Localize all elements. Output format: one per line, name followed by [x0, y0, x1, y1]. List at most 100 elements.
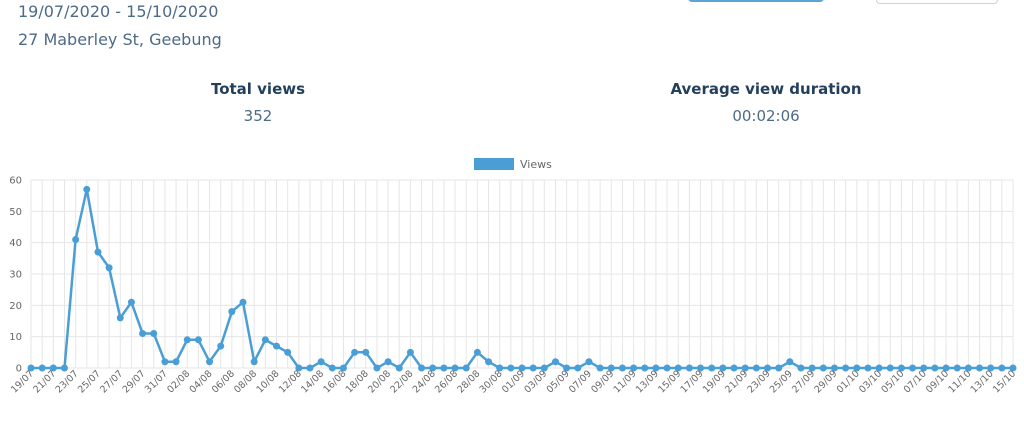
y-tick-label: 50 — [9, 207, 22, 218]
data-point — [60, 364, 68, 372]
data-point — [485, 358, 493, 366]
data-point — [1009, 364, 1017, 372]
data-point — [183, 336, 191, 344]
x-tick-label: 03/09 — [522, 368, 549, 395]
data-point — [328, 364, 336, 372]
data-point — [830, 364, 838, 372]
x-tick-label: 09/09 — [589, 368, 616, 395]
data-point — [161, 358, 169, 366]
data-point — [920, 364, 928, 372]
x-tick-label: 16/08 — [321, 368, 348, 395]
average-view-duration-stat: Average view duration 00:02:06 — [616, 80, 916, 125]
x-tick-label: 18/08 — [344, 368, 371, 395]
data-point — [451, 364, 459, 372]
data-point — [395, 364, 403, 372]
y-tick-label: 20 — [9, 301, 22, 312]
data-point — [953, 364, 961, 372]
data-point — [194, 336, 202, 344]
x-tick-label: 11/10 — [946, 368, 973, 395]
x-tick-label: 10/08 — [254, 368, 281, 395]
data-point — [618, 364, 626, 372]
data-point — [295, 364, 303, 372]
data-point — [942, 364, 950, 372]
data-point — [607, 364, 615, 372]
x-tick-label: 25/07 — [76, 368, 103, 395]
data-point — [462, 364, 470, 372]
data-point — [250, 358, 258, 366]
data-point — [685, 364, 693, 372]
views-line-chart: 010203040506019/0721/0723/0725/0727/0729… — [9, 158, 1018, 395]
total-views-value: 352 — [243, 107, 273, 125]
y-tick-label: 60 — [9, 176, 22, 187]
data-point — [139, 330, 147, 338]
secondary-action-button[interactable] — [876, 0, 998, 4]
data-point — [663, 364, 671, 372]
data-point — [964, 364, 972, 372]
x-tick-label: 13/10 — [969, 368, 996, 395]
data-point — [507, 364, 515, 372]
x-tick-label: 19/09 — [701, 368, 728, 395]
y-tick-label: 10 — [9, 332, 22, 343]
data-point — [150, 330, 158, 338]
total-views-stat: Total views 352 — [108, 80, 408, 125]
data-point — [27, 364, 35, 372]
data-point — [406, 348, 414, 356]
legend-swatch — [474, 158, 514, 170]
x-tick-label: 20/08 — [366, 368, 393, 395]
data-point — [596, 364, 604, 372]
data-point — [563, 364, 571, 372]
y-tick-label: 0 — [16, 364, 22, 375]
data-point — [105, 264, 113, 272]
data-point — [652, 364, 660, 372]
data-point — [741, 364, 749, 372]
average-view-duration-label: Average view duration — [670, 80, 862, 98]
data-point — [697, 364, 705, 372]
data-point — [351, 348, 359, 356]
data-point — [339, 364, 347, 372]
total-views-label: Total views — [210, 80, 306, 98]
data-point — [630, 364, 638, 372]
data-point — [49, 364, 57, 372]
data-point — [819, 364, 827, 372]
data-point — [373, 364, 381, 372]
data-point — [886, 364, 894, 372]
x-tick-label: 22/08 — [388, 368, 415, 395]
data-point — [998, 364, 1006, 372]
property-address: 27 Maberley St, Geebung — [18, 30, 222, 49]
x-tick-label: 21/07 — [31, 368, 58, 395]
x-tick-label: 14/08 — [299, 368, 326, 395]
x-tick-label: 21/09 — [723, 368, 750, 395]
x-tick-label: 13/09 — [634, 368, 661, 395]
data-point — [83, 185, 91, 193]
data-point — [127, 298, 135, 306]
x-tick-label: 23/07 — [54, 368, 81, 395]
data-point — [540, 364, 548, 372]
data-point — [116, 314, 124, 322]
x-tick-label: 27/07 — [98, 368, 125, 395]
data-point — [261, 336, 269, 344]
x-tick-label: 01/09 — [500, 368, 527, 395]
x-tick-label: 07/10 — [902, 368, 929, 395]
primary-action-button[interactable] — [688, 0, 824, 2]
data-point — [551, 358, 559, 366]
data-point — [239, 298, 247, 306]
x-tick-label: 01/10 — [835, 368, 862, 395]
x-tick-label: 09/10 — [924, 368, 951, 395]
data-point — [931, 364, 939, 372]
x-tick-label: 02/08 — [165, 368, 192, 395]
x-tick-label: 29/07 — [121, 368, 148, 395]
x-tick-label: 11/09 — [612, 368, 639, 395]
data-point — [730, 364, 738, 372]
data-point — [909, 364, 917, 372]
data-point — [384, 358, 392, 366]
x-tick-label: 23/09 — [745, 368, 772, 395]
data-point — [317, 358, 325, 366]
data-point — [752, 364, 760, 372]
data-point — [518, 364, 526, 372]
data-point — [585, 358, 593, 366]
data-point — [362, 348, 370, 356]
legend-label: Views — [520, 158, 552, 171]
data-point — [708, 364, 716, 372]
x-tick-label: 30/08 — [478, 368, 505, 395]
x-tick-label: 04/08 — [188, 368, 215, 395]
